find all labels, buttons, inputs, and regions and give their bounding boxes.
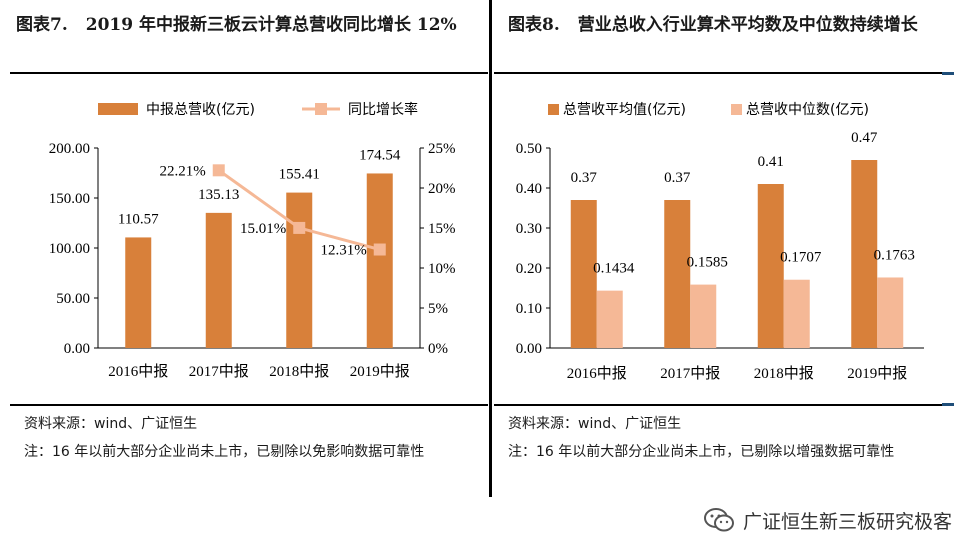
growth-marker [212,164,225,177]
figure-7-note: 注：16 年以前大部分企业尚未上市，已剔除以免影响数据可靠性 [24,444,425,460]
revenue-bar [205,212,232,348]
mean-data-label: 0.37 [664,170,691,186]
mean-median-chart: 总营收平均值(亿元) 总营收中位数(亿元) 0.00 0.10 0.20 0.30 0.40… [516,102,924,382]
revenue-growth-chart: 中报总营收(亿元) 同比增长率 0.00 50.00 100.00 150.00 200.0… [49,101,456,380]
mean-data-label: 0.37 [571,170,598,186]
y-tick-label-right: 20% [428,181,456,197]
y-tick-label-right: 5% [428,301,448,317]
x-tick-label: 2016中报 [108,363,168,380]
legend-swatch-median [731,104,742,115]
legend-label-revenue: 中报总营收(亿元) [146,102,255,118]
legend-marker-growth [315,103,327,115]
revenue-bar [366,173,393,348]
growth-marker [293,221,306,234]
x-tick-label: 2017中报 [189,363,249,380]
title-rule [10,72,488,74]
y-tick-label-left: 0.00 [64,341,90,357]
figure-7-number: 图表7. [16,15,68,35]
y-tick-label-left: 150.00 [49,191,90,207]
x-tick-label: 2019中报 [350,363,410,380]
figure-8-note: 注：16 年以前大部分企业尚未上市，已剔除以增强数据可靠性 [508,444,895,460]
source-rule [10,404,488,406]
figure-7-title-text: 2019 年中报新三板云计算总营收同比增长 12% [85,15,457,35]
revenue-data-label: 110.57 [118,211,159,227]
x-tick-label: 2016中报 [567,365,627,382]
median-data-label: 0.1585 [687,255,728,271]
y-tick-label: 0.50 [516,141,542,157]
source-rule-accent [942,403,954,406]
median-data-label: 0.1707 [780,250,822,266]
growth-data-label: 22.21% [160,163,206,179]
revenue-data-label: 155.41 [279,167,320,183]
median-data-label: 0.1434 [593,261,635,277]
y-tick-label: 0.20 [516,261,542,277]
legend-swatch-mean [548,104,559,115]
y-tick-label-right: 25% [428,141,456,157]
y-tick-label-right: 10% [428,261,456,277]
figure-7-source: 资料来源：wind、广证恒生 [24,416,198,432]
y-tick-label: 0.40 [516,181,542,197]
x-tick-label: 2017中报 [660,365,720,382]
title-rule-accent [942,72,954,75]
y-tick-label-left: 200.00 [49,141,90,157]
figure-8-title: 图表8. 营业总收入行业算术平均数及中位数持续增长 [500,10,970,40]
figure-7-panel: 图表7. 2019 年中报新三板云计算总营收同比增长 12% 中报总营收(亿元) 同… [10,0,488,500]
figure-8-title-text: 营业总收入行业算术平均数及中位数持续增长 [577,15,918,35]
x-tick-label: 2018中报 [754,365,814,382]
mean-bar [664,200,691,348]
growth-data-label: 15.01% [240,221,286,237]
y-tick-label-left: 50.00 [56,291,90,307]
median-bar [877,277,904,348]
y-tick-label-right: 15% [428,221,456,237]
y-tick-label: 0.00 [516,341,542,357]
revenue-data-label: 174.54 [359,147,401,163]
growth-data-label: 12.31% [321,243,367,259]
y-tick-label: 0.30 [516,221,542,237]
y-tick-label-left: 100.00 [49,241,90,257]
mean-data-label: 0.47 [851,130,878,146]
wechat-icon [703,508,734,532]
legend-label-growth: 同比增长率 [348,101,418,118]
revenue-bar [286,192,313,348]
mean-bar [851,160,878,348]
panel-divider [489,0,492,497]
median-bar [596,290,623,348]
x-tick-label: 2019中报 [847,365,907,382]
mean-data-label: 0.41 [758,154,784,170]
source-rule [494,404,954,406]
median-bar [783,279,810,348]
median-bar [690,284,717,348]
median-data-label: 0.1763 [874,247,915,263]
mean-bar [757,184,784,348]
figure-8-source: 资料来源：wind、广证恒生 [508,416,682,432]
legend-label-mean: 总营收平均值(亿元) [563,102,686,118]
figure-7-title: 图表7. 2019 年中报新三板云计算总营收同比增长 12% [16,10,486,40]
figure-8-number: 图表8. [508,15,560,35]
legend-label-median: 总营收中位数(亿元) [746,102,869,118]
mean-bar [570,200,597,348]
revenue-bar [125,237,152,348]
x-tick-label: 2018中报 [269,363,329,380]
y-tick-label-right: 0% [428,341,448,357]
title-rule [494,72,954,74]
growth-marker [373,243,386,256]
legend-swatch-revenue [98,103,138,115]
watermark-text: 广证恒生新三板研究极客 [742,510,952,533]
y-tick-label: 0.10 [516,301,542,317]
revenue-data-label: 135.13 [198,187,239,203]
figure-8-panel: 图表8. 营业总收入行业算术平均数及中位数持续增长 总营收平均值(亿元) 总营收中位… [494,0,954,500]
watermark: 广证恒生新三板研究极客 [703,500,952,540]
